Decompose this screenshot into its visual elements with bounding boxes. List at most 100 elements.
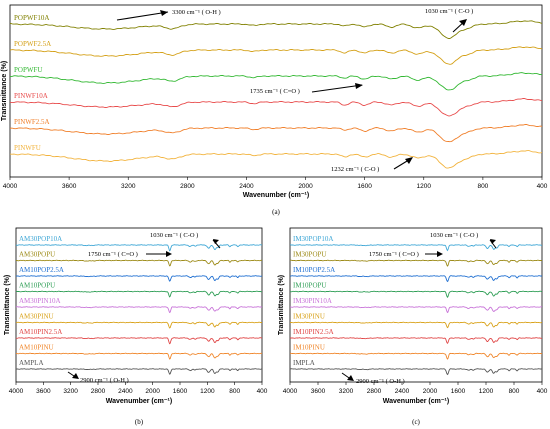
annotation-c-co1-text: 1030 cm⁻¹ ( C-O ) [430,232,478,239]
annotation-a-co1-text: 1030 cm⁻¹ ( C-O ) [425,8,473,15]
series-line [289,244,542,252]
series-line [15,368,263,375]
x-tick-label: 2400 [118,388,133,395]
panel-c-series [289,244,543,376]
series-line [290,275,543,283]
series-line [289,368,543,376]
annotation-c-co1: 1030 cm⁻¹ ( C-O ) [430,232,497,249]
series-line [9,46,543,65]
panel-b-xlabel: Wavenumber (cm⁻¹) [106,398,172,405]
series-label: AM30PIN10A [19,297,61,305]
annotation-b-co: 1750 cm⁻¹ ( C=O ) [88,251,172,258]
series-label: IM30POPU [293,251,326,259]
panel-b: 4000 3600 3200 2800 2400 2000 1600 1200 800 400 A… [4,227,268,426]
panel-b-series-labels: AM30POP10A AM30POPU AM10POP2.5A AM10POPU AM3… [19,235,64,367]
series-label: IM10POP2.5A [293,266,335,274]
x-tick-label: 1200 [200,388,215,395]
x-tick-label: 2800 [91,388,106,395]
x-tick-label: 2800 [367,388,382,395]
series-label: AM30POPU [19,251,55,259]
x-tick-label: 3200 [121,183,136,190]
x-tick-label: 1200 [417,183,432,190]
x-tick-label: 3600 [62,183,77,190]
series-label: IM30POP10A [293,235,333,243]
arrowhead-icon [166,251,172,257]
x-tick-label: 400 [537,183,548,190]
series-line [10,72,542,91]
annotation-a-oh-text: 3300 cm⁻¹ ( O-H ) [172,9,221,16]
panel-b-x-ticks: 4000 3600 3200 2800 2400 2000 1600 1200 800 400 [9,382,268,395]
annotation-c-co-text: 1750 cm⁻¹ ( C=O ) [369,251,419,258]
series-line [9,124,543,143]
annotation-c-oh-text: 2900 cm⁻¹ ( O-H ) [356,378,405,385]
series-label: AM30POP10A [19,235,62,243]
panel-a: 4000 3600 3200 2800 2400 2000 1600 1200 800 400 P… [1,4,548,216]
x-tick-label: 1600 [451,388,466,395]
x-tick-label: 2400 [395,388,410,395]
x-tick-label: 800 [229,388,240,395]
series-line [15,290,262,298]
series-label: IM10PIN2.5A [293,328,334,336]
panel-c-x-ticks: 4000 3600 3200 2800 2400 2000 1600 1200 800 400 [283,382,548,395]
annotation-a-co2-text: 1232 cm⁻¹ ( C-O ) [331,166,379,173]
x-tick-label: 3200 [339,388,354,395]
series-label: AM10PINU [19,344,54,352]
series-line [15,259,263,267]
annotation-b-oh: 2900 cm⁻¹ ( O-H ) [67,371,129,384]
arrowhead-icon [347,375,354,381]
annotation-b-co-text: 1750 cm⁻¹ ( C=O ) [88,251,138,258]
panel-c-label: (c) [412,418,420,426]
series-label: IMPLA [293,359,315,367]
panel-c-xlabel: Wavenumber (cm⁻¹) [383,398,449,405]
arrowhead-icon [459,19,467,26]
series-label: PINWF10A [14,92,48,100]
series-label: IM30PINU [293,313,325,321]
series-label: IM10PINU [293,344,325,352]
annotation-a-oh: 3300 cm⁻¹ ( O-H ) [116,9,221,21]
panel-c: 4000 3600 3200 2800 2400 2000 1600 1200 800 400 I… [278,227,548,426]
series-line [289,337,543,345]
series-line [16,321,263,329]
panel-a-x-ticks: 4000 3600 3200 2800 2400 2000 1600 1200 800 400 [3,177,548,190]
series-label: POPWF2.5A [14,40,51,48]
series-label: PINWF2.5A [14,118,50,126]
x-tick-label: 3600 [36,388,51,395]
x-tick-label: 2400 [239,183,254,190]
arrowhead-icon [437,251,443,257]
x-tick-label: 4000 [283,388,298,395]
panel-a-frame [9,4,543,178]
panel-c-ylabel: Transmittance (%) [278,275,285,335]
x-tick-label: 4000 [3,183,18,190]
arrow-icon [116,11,169,21]
arrowhead-icon [490,239,496,244]
panel-b-frame [15,227,263,383]
arrowhead-icon [213,239,219,244]
annotation-c-oh: 2900 cm⁻¹ ( O-H ) [341,372,405,385]
panel-a-ylabel: Transmittance (%) [1,61,8,121]
series-line [290,306,543,314]
arrowhead-icon [355,83,363,89]
series-label: AM10PIN2.5A [19,328,62,336]
series-line [9,98,543,117]
x-tick-label: 1200 [479,388,494,395]
series-line [289,321,543,329]
series-line [9,150,543,169]
x-tick-label: 2000 [145,388,160,395]
x-tick-label: 1600 [357,183,372,190]
series-line [15,244,263,252]
annotation-b-co1-text: 1030 cm⁻¹ ( C-O ) [150,232,198,239]
series-label: AMPLA [19,359,44,367]
panel-c-frame [289,227,543,383]
series-label: AM10POP2.5A [19,266,64,274]
x-tick-label: 2000 [423,388,438,395]
series-label: POPWF10A [14,14,49,22]
annotation-a-co1: 1030 cm⁻¹ ( C-O ) [425,8,473,33]
panel-a-label: (a) [272,208,280,216]
panel-b-ylabel: Transmittance (%) [4,275,11,335]
series-line [289,290,542,298]
panel-b-label: (b) [135,418,144,426]
arrowhead-icon [160,10,168,16]
panel-a-xlabel: Wavenumber (cm⁻¹) [243,192,309,199]
series-line [16,352,263,360]
